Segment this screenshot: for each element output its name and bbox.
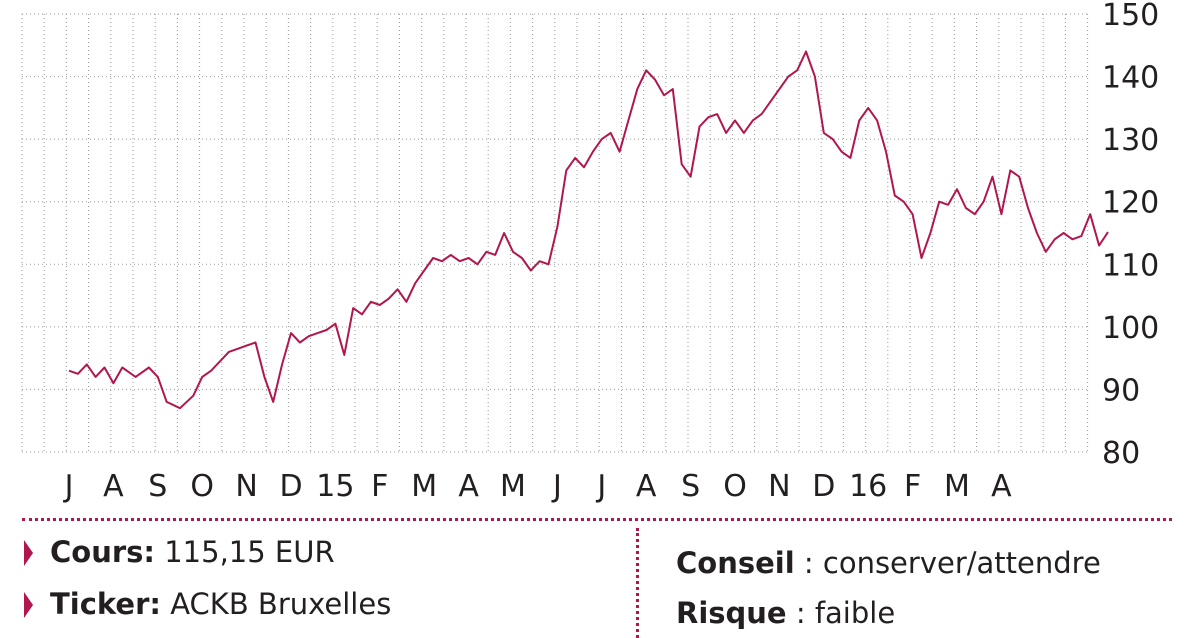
bullet-marker-icon bbox=[24, 592, 33, 618]
y-tick-label: 110 bbox=[1102, 248, 1159, 283]
y-tick-label: 130 bbox=[1102, 123, 1159, 158]
x-tick-label: D bbox=[812, 469, 835, 504]
x-tick-label: M bbox=[500, 469, 526, 504]
y-tick-label: 150 bbox=[1102, 0, 1159, 33]
y-tick-label: 100 bbox=[1102, 311, 1159, 346]
x-tick-label: J bbox=[63, 469, 74, 504]
x-axis-ticks: J A S O N D 15 F M A M J J A S O N D 16 F M A bbox=[63, 469, 1013, 504]
y-tick-label: 140 bbox=[1102, 61, 1159, 96]
vertical-separator bbox=[636, 528, 639, 638]
x-tick-label: D bbox=[279, 469, 302, 504]
risque-label: Risque bbox=[676, 596, 787, 630]
conseil-line: Conseil : conserver/attendre bbox=[676, 546, 1101, 580]
x-tick-label: F bbox=[371, 469, 388, 504]
y-tick-label: 80 bbox=[1102, 436, 1140, 471]
x-tick-label: S bbox=[681, 469, 700, 504]
y-axis-ticks: 80 90 100 110 120 130 140 150 bbox=[1102, 0, 1159, 471]
conseil-label: Conseil bbox=[676, 546, 795, 580]
risque-line: Risque : faible bbox=[676, 596, 895, 630]
ticker-value: ACKB Bruxelles bbox=[161, 587, 392, 621]
cours-line: Cours: 115,15 EUR bbox=[50, 535, 335, 569]
x-tick-label: O bbox=[723, 469, 747, 504]
x-tick-label: 16 bbox=[849, 469, 887, 504]
bullet-marker-icon bbox=[24, 540, 33, 566]
x-tick-label: A bbox=[103, 469, 124, 504]
conseil-value: : conserver/attendre bbox=[794, 546, 1101, 580]
ticker-line: Ticker: ACKB Bruxelles bbox=[50, 587, 391, 621]
chart-grid bbox=[21, 13, 1089, 453]
x-tick-label: O bbox=[190, 469, 214, 504]
price-line bbox=[68, 50, 1109, 410]
y-tick-label: 90 bbox=[1102, 373, 1140, 408]
x-tick-label: N bbox=[768, 469, 790, 504]
x-tick-label: A bbox=[991, 469, 1012, 504]
x-tick-label: M bbox=[944, 469, 970, 504]
risque-value: : faible bbox=[786, 596, 896, 630]
x-tick-label: A bbox=[458, 469, 479, 504]
x-tick-label: 15 bbox=[316, 469, 354, 504]
x-tick-label: N bbox=[235, 469, 257, 504]
x-tick-label: F bbox=[904, 469, 921, 504]
x-tick-label: J bbox=[551, 469, 562, 504]
cours-value: 115,15 EUR bbox=[155, 535, 335, 569]
ticker-label: Ticker: bbox=[50, 587, 161, 621]
cours-label: Cours: bbox=[50, 535, 156, 569]
x-tick-label: S bbox=[148, 469, 167, 504]
x-tick-label: J bbox=[595, 469, 606, 504]
x-tick-label: M bbox=[411, 469, 437, 504]
x-tick-label: A bbox=[636, 469, 657, 504]
y-tick-label: 120 bbox=[1102, 186, 1159, 221]
horizontal-separator bbox=[22, 518, 1172, 521]
